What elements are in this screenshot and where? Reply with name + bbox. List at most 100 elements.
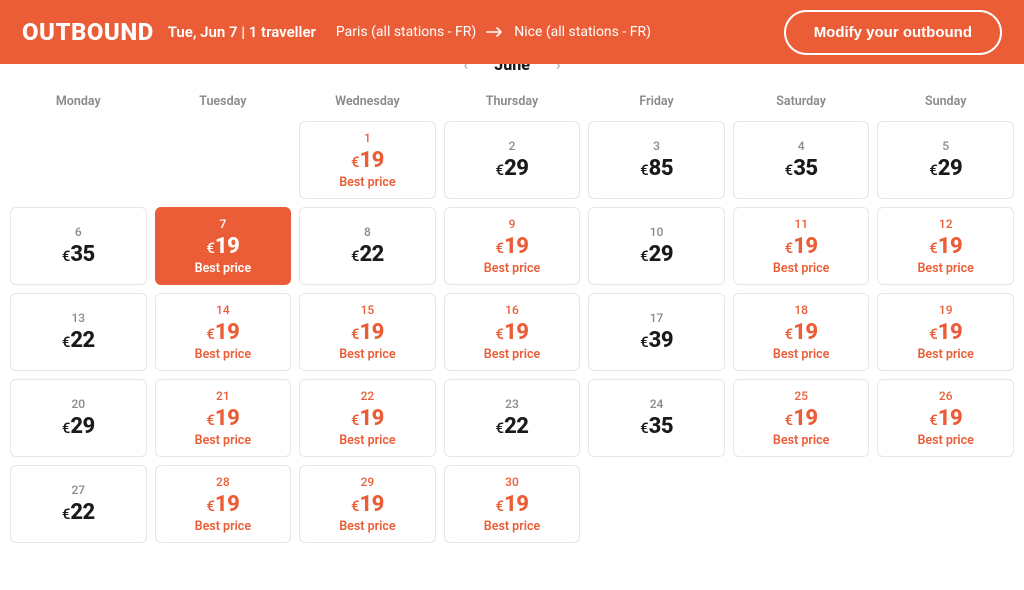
calendar-day-cell[interactable]: 17€39Best price [588,293,725,371]
price-amount: 19 [215,406,239,431]
next-month-chevron-icon[interactable]: › [556,64,561,74]
day-number: 15 [361,304,375,318]
best-price-badge: Best price [484,348,540,362]
day-price: €19 [785,234,818,259]
currency-symbol: € [496,420,505,437]
calendar-day-cell[interactable]: 9€19Best price [444,207,581,285]
day-price: €39 [640,328,673,353]
currency-symbol: € [929,162,938,179]
day-number: 14 [216,304,230,318]
calendar-day-cell[interactable]: 8€22Best price [299,207,436,285]
best-price-badge: Best price [773,434,829,448]
calendar-day-cell[interactable]: 10€29Best price [588,207,725,285]
price-amount: 35 [70,242,94,267]
calendar-day-cell[interactable]: 20€29Best price [10,379,147,457]
day-price: €29 [929,156,962,181]
day-price: €19 [351,406,384,431]
price-amount: 39 [649,328,673,353]
calendar-day-cell[interactable]: 25 €19 Best price [733,379,870,457]
currency-symbol: € [496,240,505,257]
price-amount: 19 [504,492,528,517]
currency-symbol: € [640,162,649,179]
price-amount: 19 [215,492,239,517]
modify-outbound-button[interactable]: Modify your outbound [784,10,1002,55]
day-price: €29 [640,242,673,267]
calendar-day-cell[interactable]: 29€19Best price [299,465,436,543]
calendar-day-cell[interactable]: 24€35Best price [588,379,725,457]
calendar-day-cell[interactable]: 1€19Best price [299,121,436,199]
day-number: 21 [216,390,230,404]
day-price: €19 [496,492,529,517]
calendar-day-cell[interactable]: 5€29Best price [877,121,1014,199]
day-number: 18 [794,304,808,318]
day-number: 7 [219,218,226,232]
day-number: 11 [794,218,808,232]
calendar-day-cell[interactable]: 18€19Best price [733,293,870,371]
calendar-day-cell[interactable]: 16€19Best price [444,293,581,371]
currency-symbol: € [206,412,215,429]
day-price: €29 [62,414,95,439]
calendar-day-cell[interactable]: 2€29Best price [444,121,581,199]
calendar-day-cell[interactable]: 7€19Best price [155,207,292,285]
day-number: 6 [75,226,82,240]
day-price: €22 [496,414,529,439]
calendar-blank-cell [10,121,147,199]
calendar-day-cell[interactable]: 14€19Best price [155,293,292,371]
weekday-header: Saturday [733,88,870,113]
price-amount: 29 [938,156,962,181]
day-number: 28 [216,476,230,490]
calendar-day-cell[interactable]: 23€22Best price [444,379,581,457]
currency-symbol: € [62,248,71,265]
calendar-day-cell[interactable]: 26€19Best price [877,379,1014,457]
calendar-day-cell[interactable]: 6€35Best price [10,207,147,285]
best-price-badge: Best price [195,520,251,534]
day-price: €29 [496,156,529,181]
prev-month-chevron-icon[interactable]: ‹ [463,64,468,74]
calendar-day-cell[interactable]: 19€19Best price [877,293,1014,371]
weekday-header: Friday [588,88,725,113]
day-price: €22 [351,242,384,267]
day-price: €19 [929,320,962,345]
price-amount: 19 [360,320,384,345]
best-price-badge: Best price [773,348,829,362]
header-date-summary: Tue, Jun 7 | 1 traveller [168,23,316,41]
currency-symbol: € [206,498,215,515]
day-price: €19 [496,234,529,259]
day-price: €35 [640,414,673,439]
calendar-day-cell[interactable]: 3€85Best price [588,121,725,199]
month-label: June [494,64,530,74]
currency-symbol: € [62,334,71,351]
calendar-day-cell[interactable]: 4€35Best price [733,121,870,199]
calendar-day-cell[interactable]: 21€19Best price [155,379,292,457]
calendar-day-cell[interactable]: 15€19Best price [299,293,436,371]
day-price: €22 [62,328,95,353]
calendar-day-cell[interactable]: 28€19 Best price [155,465,292,543]
day-number: 17 [650,312,664,326]
header-title: OUTBOUND [22,18,154,46]
currency-symbol: € [351,326,360,343]
calendar-day-cell[interactable]: 27€22Best price [10,465,147,543]
day-price: €85 [640,156,673,181]
price-amount: 22 [70,500,94,525]
day-number: 22 [361,390,375,404]
day-number: 24 [650,398,664,412]
day-price: €19 [929,234,962,259]
price-amount: 19 [360,148,384,173]
calendar-day-cell[interactable]: 13€22Best price [10,293,147,371]
calendar-day-cell[interactable]: 22€19Best price [299,379,436,457]
calendar: MondayTuesdayWednesdayThursdayFridaySatu… [0,82,1024,543]
day-number: 25 [794,390,808,404]
calendar-day-cell[interactable]: 12€19Best price [877,207,1014,285]
price-amount: 35 [793,156,817,181]
price-amount: 19 [793,234,817,259]
day-number: 8 [364,226,371,240]
day-number: 29 [361,476,375,490]
currency-symbol: € [785,240,794,257]
calendar-day-cell[interactable]: 11€19Best price [733,207,870,285]
best-price-badge: Best price [339,176,395,190]
currency-symbol: € [351,412,360,429]
best-price-badge: Best price [339,520,395,534]
day-number: 26 [939,390,953,404]
calendar-day-cell[interactable]: 30€19Best price [444,465,581,543]
day-price: €19 [785,406,818,431]
